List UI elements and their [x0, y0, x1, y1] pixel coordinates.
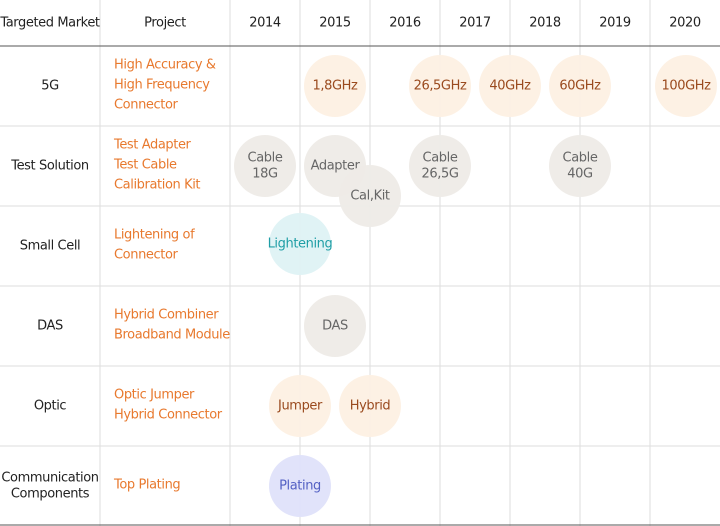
- bubble-label: Cal,Kit: [350, 189, 390, 204]
- cell-text: Lightening of: [114, 228, 195, 243]
- bubble-label: Lightening: [268, 237, 333, 252]
- cell-text: Hybrid Connector: [114, 408, 223, 423]
- cell-text: Broadband Module: [114, 328, 230, 343]
- bubble: [304, 295, 366, 357]
- cell-text: Components: [11, 487, 90, 502]
- cell-text: 5G: [41, 79, 59, 94]
- cell-text: Test Adapter: [113, 138, 192, 153]
- bubble: [269, 213, 331, 275]
- bubble-label: 40GHz: [489, 79, 531, 94]
- header-cell: 2017: [459, 16, 491, 31]
- header-cell: 2020: [669, 16, 701, 31]
- cell-text: High Accuracy &: [114, 58, 216, 73]
- bubble-label: Jumper: [277, 399, 323, 414]
- bubble-label: Cable: [248, 151, 283, 166]
- bubble: [409, 55, 471, 117]
- bubble: [479, 55, 541, 117]
- bubble-label: Cable: [423, 151, 458, 166]
- bubble-label: 1,8GHz: [313, 79, 359, 94]
- bubble: [409, 135, 471, 197]
- bubble: [269, 375, 331, 437]
- cell-text: Test Solution: [10, 159, 89, 174]
- cell-text: High Frequency: [114, 78, 210, 93]
- header-cell: 2016: [389, 16, 421, 31]
- bubble-label: Cable: [563, 151, 598, 166]
- bubble-label: 60GHz: [559, 79, 601, 94]
- bubble: [269, 455, 331, 517]
- bubble-label: 100GHz: [661, 79, 711, 94]
- bubble-label: Adapter: [311, 159, 361, 174]
- bubble: [549, 135, 611, 197]
- bubble: [304, 55, 366, 117]
- cell-text: Small Cell: [20, 239, 81, 254]
- cell-text: Optic Jumper: [114, 388, 195, 403]
- header-cell: 2014: [249, 16, 281, 31]
- bubble-label: 26,5G: [421, 167, 458, 182]
- bubble-label: 40G: [567, 167, 592, 182]
- header-cell: 2019: [599, 16, 631, 31]
- bubble: [339, 375, 401, 437]
- cell-text: Optic: [34, 399, 67, 414]
- bubble-label: Hybrid: [350, 399, 391, 414]
- cell-text: Hybrid Combiner: [114, 308, 219, 323]
- bubble: [549, 55, 611, 117]
- bubble-label: DAS: [322, 319, 348, 334]
- bubble-label: Plating: [279, 479, 321, 494]
- cell-text: Connector: [114, 98, 179, 113]
- header-cell: Project: [144, 16, 186, 31]
- bubble-label: 26,5GHz: [414, 79, 467, 94]
- bubble: [339, 165, 401, 227]
- cell-text: Test Cable: [113, 158, 177, 173]
- bubble-label: 18G: [252, 167, 277, 182]
- bubble: [655, 55, 717, 117]
- header-cell: 2018: [529, 16, 561, 31]
- cell-text: Calibration Kit: [114, 178, 200, 193]
- header-cell: 2015: [319, 16, 351, 31]
- cell-text: Top Plating: [113, 478, 180, 493]
- cell-text: Communication: [1, 471, 98, 486]
- header-cell: Targeted Market: [0, 16, 100, 31]
- cell-text: Connector: [114, 248, 179, 263]
- cell-text: DAS: [37, 319, 63, 334]
- bubble: [234, 135, 296, 197]
